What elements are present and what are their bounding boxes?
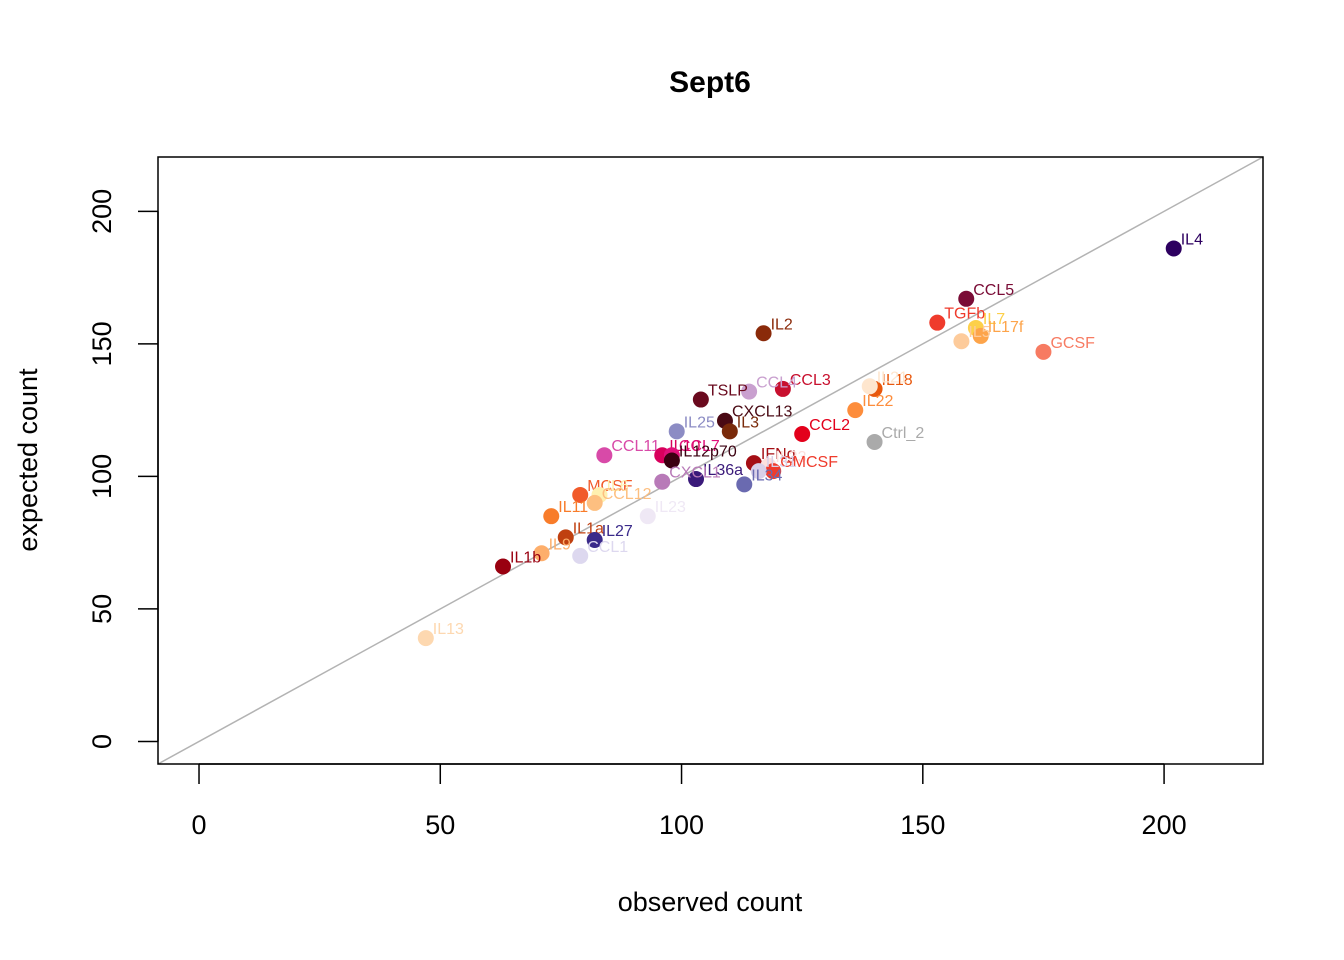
x-tick-label: 150	[900, 810, 945, 840]
data-point	[847, 402, 864, 419]
data-point	[557, 529, 574, 546]
data-point	[1165, 240, 1182, 257]
data-point	[586, 494, 603, 511]
chart-title: Sept6	[669, 66, 751, 99]
x-tick-label: 100	[659, 810, 704, 840]
point-label: IL5	[968, 324, 990, 341]
data-point	[958, 290, 975, 307]
data-point	[972, 327, 989, 344]
point-label: CCL3	[790, 372, 831, 389]
x-axis-label: observed count	[618, 887, 803, 917]
data-point	[639, 508, 656, 525]
reference-line	[157, 156, 1264, 765]
data-point	[417, 630, 434, 647]
point-label: IL2	[771, 316, 793, 333]
data-point	[721, 423, 738, 440]
data-point	[736, 476, 753, 493]
point-label: IL1b	[510, 550, 541, 567]
data-point	[495, 558, 512, 575]
point-label: TGFb	[944, 306, 985, 323]
data-point	[953, 333, 970, 350]
point-label: IL22	[862, 393, 893, 410]
point-label: IL11	[558, 499, 588, 516]
point-label: IL23	[655, 499, 686, 516]
point-label: IL27	[602, 523, 633, 540]
point-label: IL4	[1181, 231, 1203, 248]
y-tick-label: 150	[87, 321, 117, 366]
point-label: CCL7	[679, 438, 720, 455]
data-point	[692, 391, 709, 408]
data-point	[668, 423, 685, 440]
point-label: CXCL1	[669, 465, 721, 482]
data-point	[663, 452, 680, 469]
data-point	[654, 473, 671, 490]
point-label: IL3	[737, 414, 759, 431]
point-label: IL18	[882, 372, 913, 389]
x-tick-label: 200	[1142, 810, 1187, 840]
point-label: CCL5	[973, 282, 1014, 299]
point-label: GMCSF	[780, 454, 838, 471]
data-point	[572, 486, 589, 503]
point-label: IL17f	[988, 319, 1024, 336]
point-label: CCL4	[756, 375, 797, 392]
data-point	[750, 463, 767, 480]
point-label: IL31	[766, 454, 797, 471]
data-point	[1035, 343, 1052, 360]
point-label: CCL12	[602, 486, 652, 503]
data-point	[755, 325, 772, 342]
point-label: Ctrl_2	[882, 425, 925, 442]
y-tick-label: 50	[87, 594, 117, 624]
data-point	[533, 545, 550, 562]
data-point	[543, 508, 560, 525]
point-label: CCL2	[809, 417, 850, 434]
point-label: IL36a	[703, 462, 743, 479]
point-label: IL9	[549, 536, 571, 553]
point-label: IL34	[751, 467, 782, 484]
point-label: CXCL13	[732, 404, 793, 421]
y-tick-label: 0	[87, 734, 117, 749]
point-label: CCL1	[587, 539, 628, 556]
point-label: IL7	[983, 311, 1005, 328]
y-tick-label: 100	[87, 454, 117, 499]
data-point	[688, 471, 705, 488]
data-point	[741, 383, 758, 400]
data-point	[774, 380, 791, 397]
data-point	[929, 314, 946, 331]
x-tick-label: 0	[191, 810, 206, 840]
point-label: IL25	[684, 414, 715, 431]
point-label: TSLP	[708, 383, 748, 400]
point-label: CCL11	[611, 438, 660, 455]
point-label: IL33	[775, 449, 806, 466]
data-point	[586, 532, 603, 549]
data-point	[596, 447, 613, 464]
y-tick-label: 200	[87, 189, 117, 234]
point-label: GCSF	[1050, 335, 1095, 352]
point-label: IL12p70	[679, 444, 737, 461]
data-point	[861, 378, 878, 395]
data-point	[866, 433, 883, 450]
data-point	[765, 463, 782, 480]
point-label: IL13	[433, 621, 464, 638]
point-label: IL21	[877, 369, 908, 386]
y-axis-label: expected count	[13, 368, 43, 552]
data-point	[572, 547, 589, 564]
x-tick-label: 50	[425, 810, 455, 840]
point-label: IL6	[607, 478, 629, 495]
data-point	[794, 425, 811, 442]
plot-area: 0 50 100 150 200050100150200IL4CCL5TGFbIL7IL…	[87, 156, 1264, 840]
